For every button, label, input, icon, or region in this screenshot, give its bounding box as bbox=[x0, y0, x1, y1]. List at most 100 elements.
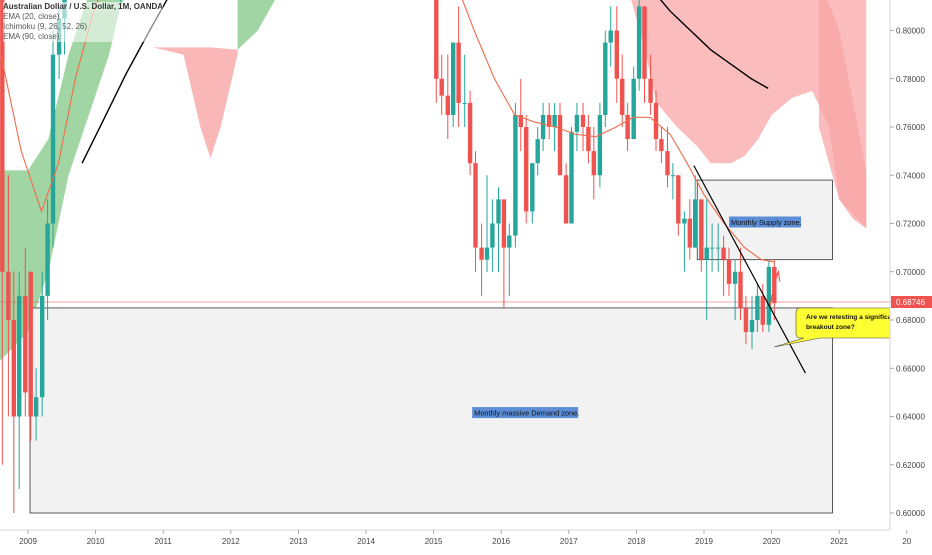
demand-zone-box bbox=[29, 307, 833, 514]
candle-body bbox=[33, 397, 39, 417]
retest-arrow-head bbox=[774, 269, 781, 282]
time-axis-label: 2021 bbox=[830, 537, 848, 546]
descending-trendline bbox=[693, 165, 806, 374]
candle-body bbox=[586, 127, 591, 152]
price-axis-background bbox=[890, 0, 932, 550]
candle-body bbox=[501, 199, 507, 248]
candle-body bbox=[738, 271, 743, 308]
candle-body bbox=[591, 151, 597, 176]
time-axis-label: 2013 bbox=[290, 537, 308, 546]
demand-zone-label-bg bbox=[472, 407, 579, 419]
candle-body bbox=[620, 78, 625, 115]
price-axis-label: 0.62000 bbox=[896, 461, 925, 470]
candle-body bbox=[749, 320, 755, 333]
candle-body bbox=[467, 102, 473, 164]
candle-body bbox=[597, 114, 603, 176]
time-axis-label: 2016 bbox=[492, 537, 510, 546]
indicator-ema90-label: EMA (90, close) bbox=[3, 32, 164, 42]
candle-body bbox=[636, 6, 642, 79]
supply-zone-label: Monthly Supply zone. bbox=[731, 218, 802, 227]
candle-body bbox=[704, 247, 709, 260]
price-axis-label: 0.72000 bbox=[896, 220, 925, 229]
candle-body bbox=[456, 42, 461, 103]
candle-body bbox=[699, 199, 704, 260]
candle-body bbox=[659, 139, 664, 152]
candle-body bbox=[574, 114, 580, 132]
time-axis-label: 20 bbox=[902, 537, 911, 546]
candle-body bbox=[479, 247, 484, 260]
demand-zone-label: Monthly massive Demand zone. bbox=[474, 409, 579, 418]
indicator-ema20-label: EMA (20, close) bbox=[3, 12, 164, 22]
time-axis-label: 2009 bbox=[19, 537, 37, 546]
candle-body bbox=[0, 0, 5, 272]
candle-body bbox=[535, 139, 540, 164]
candle-body bbox=[563, 175, 569, 224]
time-axis-label: 2019 bbox=[695, 537, 713, 546]
candle-body bbox=[676, 175, 681, 224]
candle-body bbox=[726, 259, 732, 284]
candle-body bbox=[540, 114, 546, 140]
candle-body bbox=[17, 295, 22, 417]
candle-body bbox=[518, 114, 524, 127]
price-axis-label: 0.64000 bbox=[896, 413, 925, 422]
candle-body bbox=[434, 0, 439, 79]
candle-body bbox=[439, 78, 444, 96]
candle-body bbox=[687, 218, 693, 248]
candle-body bbox=[473, 163, 478, 248]
last-price-tag bbox=[891, 296, 932, 309]
candle-body bbox=[490, 223, 495, 248]
candle-body bbox=[496, 199, 501, 224]
supply-zone-label-bg bbox=[729, 216, 802, 228]
candle-body bbox=[755, 295, 760, 320]
time-axis-label: 2014 bbox=[357, 537, 375, 546]
candle-body bbox=[552, 114, 557, 127]
candle-body bbox=[715, 247, 721, 249]
candle-body bbox=[11, 320, 17, 417]
candle-body bbox=[484, 247, 490, 260]
price-axis-label: 0.74000 bbox=[896, 171, 925, 180]
candle-body bbox=[28, 271, 33, 417]
candle-body bbox=[760, 295, 766, 325]
time-axis-label: 2010 bbox=[87, 537, 105, 546]
time-axis-label: 2015 bbox=[425, 537, 443, 546]
time-axis-label: 2018 bbox=[628, 537, 646, 546]
ichimoku-cloud-bearish-edge bbox=[818, 0, 867, 229]
chart-legend: Australian Dollar / U.S. Dollar, 1M, OAN… bbox=[3, 2, 164, 42]
ichimoku-cloud-bullish bbox=[0, 0, 124, 361]
candle-body bbox=[50, 54, 56, 224]
candle-body bbox=[23, 295, 28, 393]
candle-body bbox=[530, 163, 535, 212]
price-axis-label: 0.78000 bbox=[896, 75, 925, 84]
candle-body bbox=[665, 151, 670, 176]
candle-body bbox=[603, 42, 608, 115]
ema90-line bbox=[81, 0, 168, 164]
candle-body bbox=[580, 114, 586, 127]
candle-body bbox=[721, 247, 726, 260]
candle-body bbox=[569, 131, 574, 224]
price-axis-label: 0.60000 bbox=[896, 509, 925, 518]
candle-body bbox=[524, 127, 529, 212]
candle-body bbox=[631, 78, 636, 140]
indicator-ichimoku-label: Ichimoku (9, 26, 52, 26) bbox=[3, 22, 164, 32]
callout-text-line1: Are we retesting a significant bbox=[806, 314, 898, 321]
candle-body bbox=[693, 199, 698, 248]
price-axis-label: 0.68000 bbox=[896, 316, 925, 325]
price-axis-label: 0.66000 bbox=[896, 364, 925, 373]
candle-body bbox=[507, 235, 512, 248]
candle-body bbox=[709, 247, 715, 249]
ema90-line bbox=[659, 0, 769, 90]
candle-body bbox=[451, 42, 456, 115]
candle-body bbox=[6, 271, 11, 320]
candle-body bbox=[608, 30, 613, 43]
candle-body bbox=[614, 30, 619, 79]
time-axis-label: 2017 bbox=[560, 537, 578, 546]
chart-title: Australian Dollar / U.S. Dollar, 1M, OAN… bbox=[3, 2, 164, 12]
time-axis-label: 2020 bbox=[763, 537, 781, 546]
price-axis-label: 0.76000 bbox=[896, 123, 925, 132]
time-axis-label: 2011 bbox=[155, 537, 173, 546]
candle-body bbox=[625, 114, 630, 140]
price-axis-label: 0.80000 bbox=[896, 27, 925, 36]
candle-body bbox=[766, 266, 772, 325]
